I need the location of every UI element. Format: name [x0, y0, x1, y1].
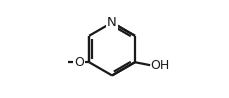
Text: OH: OH	[150, 59, 169, 72]
Text: N: N	[107, 16, 116, 29]
Text: O: O	[74, 56, 83, 69]
